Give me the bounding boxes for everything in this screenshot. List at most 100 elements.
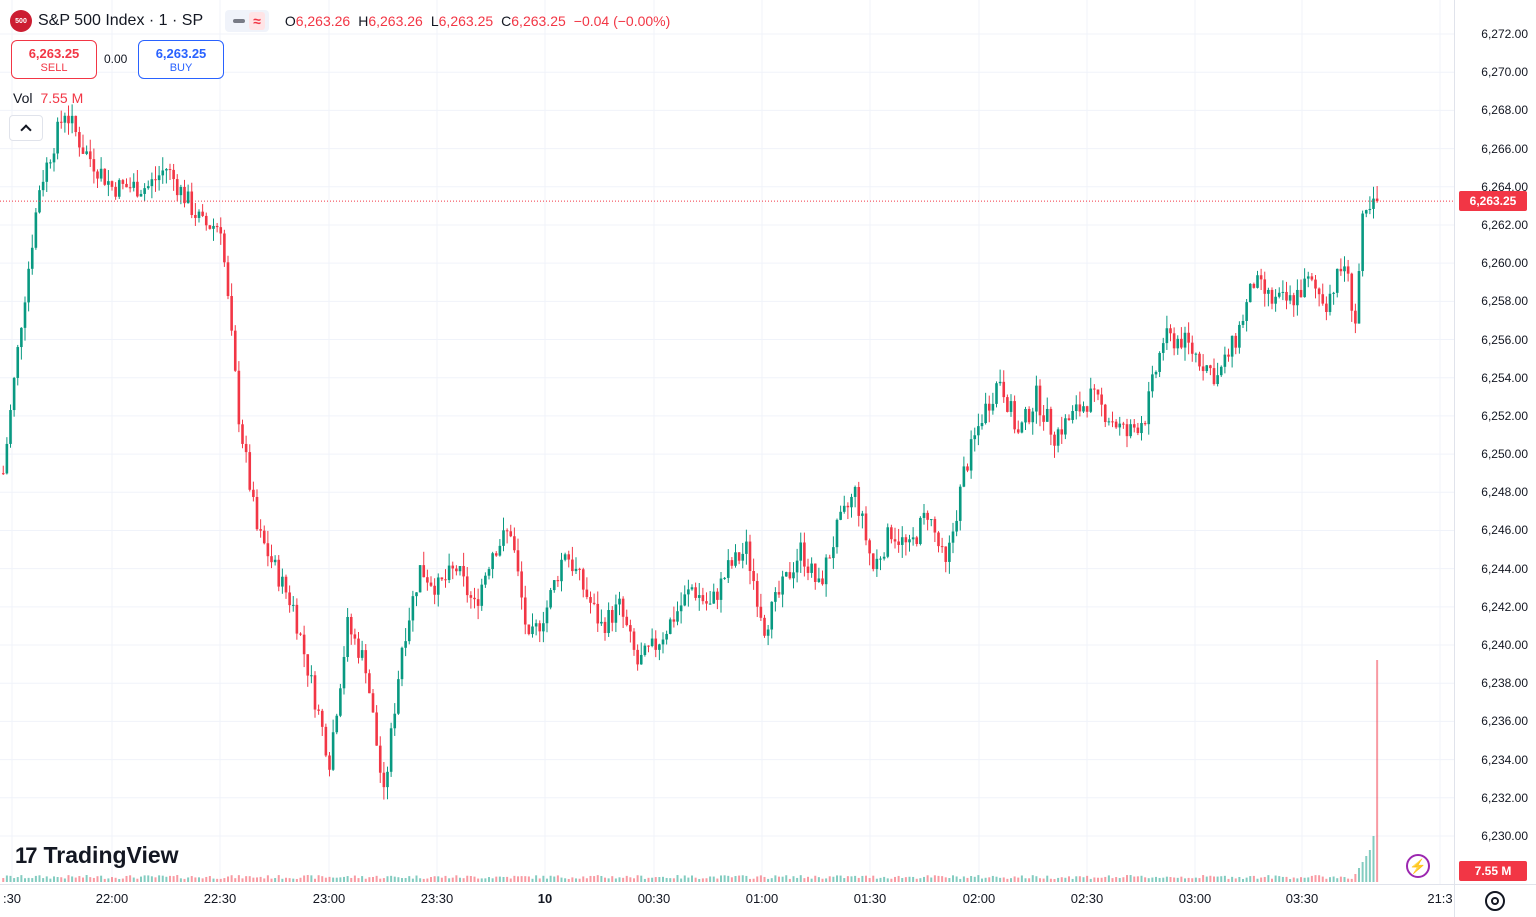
candle-body	[59, 121, 63, 123]
candle-body	[1306, 276, 1310, 279]
candle-body	[538, 623, 542, 632]
candle-body	[948, 542, 951, 562]
volume-bar	[339, 877, 342, 882]
symbol-logo-icon: 500	[10, 10, 32, 32]
volume-bar	[1361, 862, 1364, 882]
volume-bar	[865, 875, 867, 882]
price-tick-label: 6,258.00	[1481, 294, 1528, 309]
candle-body	[1183, 332, 1187, 348]
tradingview-wordmark: TradingView	[43, 842, 179, 868]
volume-bar	[1013, 876, 1016, 882]
candle-body	[1082, 406, 1085, 412]
volume-bar	[691, 875, 693, 882]
candle-body	[1227, 354, 1230, 357]
close-value: 6,263.25	[511, 13, 566, 29]
volume-bar	[1053, 878, 1056, 882]
candle-body	[139, 193, 143, 197]
candle-body	[571, 559, 574, 572]
volume-bar	[926, 875, 929, 882]
price-tick-label: 6,230.00	[1481, 829, 1528, 843]
volume-bar	[459, 877, 461, 882]
volume-bar	[56, 877, 59, 882]
volume-bar	[618, 877, 621, 882]
candle-body	[1016, 429, 1020, 433]
volume-bar	[723, 875, 726, 882]
chart-pane[interactable]: 500 S&P 500 Index · 1 · SP ≈ O 6,263.26 …	[0, 0, 1454, 884]
volume-bar	[1314, 875, 1317, 882]
candle-body	[473, 597, 476, 600]
price-tick-label: 6,250.00	[1481, 447, 1528, 462]
candle-body	[690, 587, 694, 590]
candle-body	[940, 546, 944, 548]
volume-bar	[179, 878, 182, 882]
volume-bar	[556, 875, 559, 882]
symbol-legend: 500 S&P 500 Index · 1 · SP ≈ O 6,263.26 …	[10, 8, 670, 34]
volume-bar	[810, 878, 813, 882]
volume-bar	[1365, 856, 1368, 882]
volume-bar	[480, 878, 483, 882]
volume-bar	[701, 878, 704, 882]
candle-body	[810, 563, 813, 573]
candle-body	[1292, 295, 1296, 306]
lightning-icon[interactable]: ⚡	[1406, 854, 1430, 878]
volume-bar	[2, 878, 5, 882]
volume-bar	[1234, 878, 1237, 882]
candle-body	[132, 181, 136, 188]
candle-body	[183, 186, 186, 204]
candle-body	[759, 606, 763, 618]
candle-body	[977, 426, 980, 436]
volume-bar	[455, 875, 458, 882]
candle-body	[973, 435, 977, 440]
candle-body	[603, 621, 607, 634]
tradingview-logo[interactable]: 17 TradingView	[15, 842, 179, 869]
sell-button[interactable]: 6,263.25 SELL	[11, 40, 97, 79]
candle-body	[610, 610, 614, 623]
candle-body	[788, 572, 792, 579]
volume-bar	[1064, 877, 1067, 882]
volume-bar	[759, 875, 762, 882]
volume-bar	[71, 876, 74, 882]
time-tick-label: 01:00	[745, 891, 779, 906]
price-tick-label: 6,272.00	[1481, 27, 1528, 41]
volume-bar	[16, 877, 19, 882]
candle-body	[418, 565, 422, 593]
candle-body	[1209, 365, 1212, 369]
volume-bar	[897, 875, 900, 882]
candle-body	[868, 540, 871, 554]
volume-bar	[1194, 877, 1197, 882]
candle-body	[799, 542, 803, 561]
candle-body	[107, 181, 110, 185]
candle-body	[346, 616, 349, 657]
candlestick-chart[interactable]	[0, 0, 1454, 884]
approx-icon[interactable]: ≈	[249, 12, 265, 30]
volume-bar	[553, 876, 556, 882]
candle-body	[313, 675, 317, 710]
candle-body	[821, 578, 824, 585]
volume-bar	[636, 875, 639, 882]
volume-label[interactable]: Vol	[13, 90, 33, 106]
volume-bar	[1213, 876, 1215, 882]
buy-button[interactable]: 6,263.25 BUY	[138, 40, 224, 79]
volume-bar	[933, 875, 936, 882]
settings-gear-icon[interactable]	[1485, 891, 1505, 911]
volume-bar	[1024, 878, 1027, 882]
candle-body	[687, 589, 690, 595]
candle-body	[498, 545, 502, 556]
candle-body	[9, 410, 12, 444]
high-label: H	[358, 13, 369, 29]
legend-toggles[interactable]: ≈	[225, 10, 269, 32]
candle-body	[676, 611, 679, 622]
time-axis[interactable]: :30 22:00 22:30 23:00 23:30 10 00:30 01:00 01:30…	[0, 884, 1454, 917]
candle-body	[560, 559, 563, 582]
price-axis[interactable]: 6,272.00 6,270.00 6,268.00 6,266.00 6,264.00…	[1454, 0, 1536, 884]
candle-body	[1238, 324, 1241, 348]
collapse-legend-button[interactable]	[9, 115, 43, 141]
candle-body	[527, 624, 531, 635]
volume-bar	[705, 878, 708, 882]
volume-bar	[1031, 875, 1034, 882]
hide-legend-icon[interactable]	[233, 19, 246, 23]
candle-body	[368, 673, 371, 694]
volume-bar	[169, 875, 171, 882]
symbol-title[interactable]: S&P 500 Index · 1 · SP	[38, 12, 204, 29]
candle-body	[16, 347, 20, 378]
